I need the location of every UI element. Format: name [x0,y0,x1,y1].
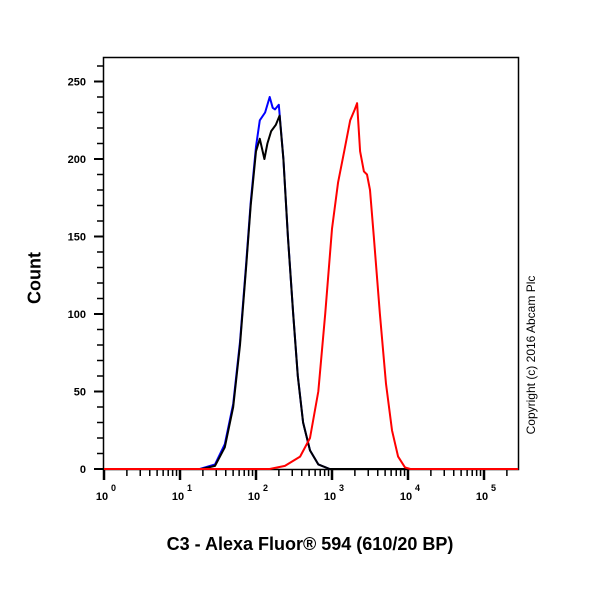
y-tick-label: 200 [68,154,86,166]
x-tick-label: 10 [172,491,184,503]
histogram-series [104,96,519,470]
y-tick-label: 250 [68,77,86,89]
x-tick-exponent: 5 [491,483,496,493]
x-tick-exponent: 0 [111,483,116,493]
x-tick-label: 10 [324,491,336,503]
x-tick-exponent: 1 [187,483,192,493]
series-line-c3-stained [104,102,519,470]
x-tick-exponent: 3 [339,483,344,493]
x-axis-label: C3 - Alexa Fluor® 594 (610/20 BP) [166,534,454,554]
x-tick-label: 10 [476,491,488,503]
x-tick-label: 10 [96,491,108,503]
y-axis-ticks: 0 50 100 150 200 250 [68,65,103,476]
x-tick-exponent: 4 [415,483,420,493]
plot-frame [102,56,520,471]
y-tick-label: 150 [68,232,86,244]
x-tick-exponent: 2 [263,483,268,493]
y-axis-label: Count [24,252,45,304]
y-tick-label: 0 [80,464,86,476]
copyright-watermark: Copyright (c) 2016 Abcam Plc [524,275,538,435]
x-tick-label: 10 [248,491,260,503]
y-tick-label: 50 [74,387,86,399]
series-line-isotype-control [201,114,519,470]
x-tick-label: 10 [400,491,412,503]
y-tick-label: 100 [68,309,86,321]
